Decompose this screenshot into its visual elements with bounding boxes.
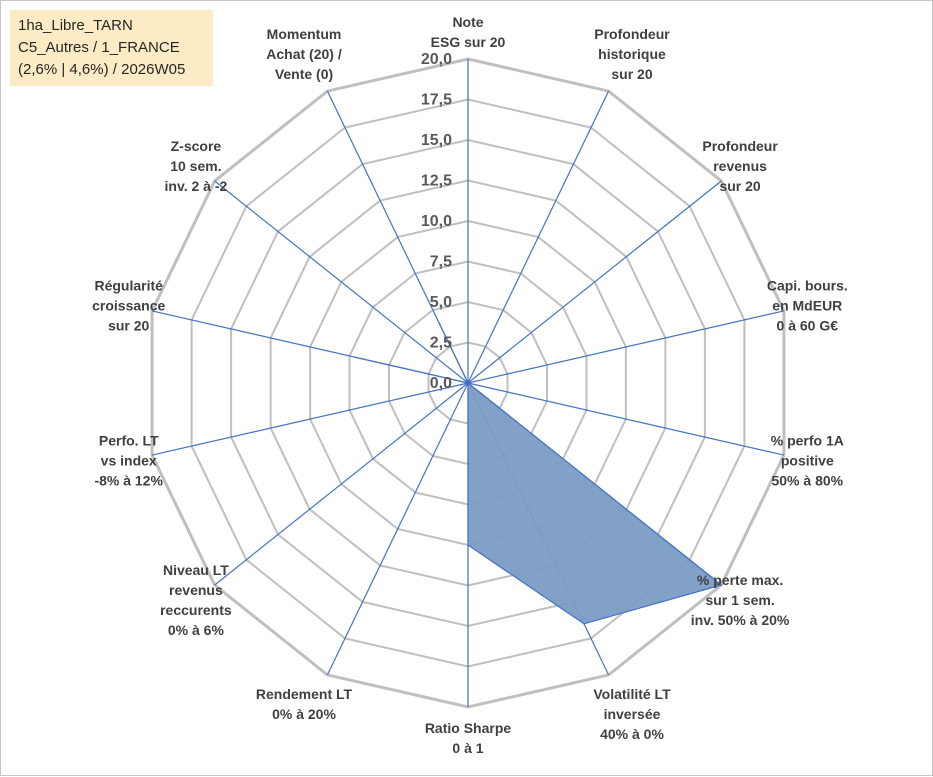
axis-label-0: Note ESG sur 20 — [431, 14, 506, 50]
tick-label-7: 17,5 — [421, 92, 452, 109]
spoke-4 — [467, 382, 785, 456]
axis-label-1: Profondeur historique sur 20 — [594, 26, 670, 82]
tick-label-3: 7,5 — [430, 254, 452, 271]
spoke-1 — [467, 90, 610, 384]
tick-label-1: 2,5 — [430, 335, 452, 352]
spoke-2 — [467, 180, 722, 384]
series-point-6 — [583, 623, 585, 625]
spoke-12 — [214, 180, 469, 384]
axis-label-8: Rendement LT 0% à 20% — [256, 686, 353, 722]
series-point-7 — [467, 544, 469, 546]
axis-label-6: Volatilité LT inversée 40% à 0% — [593, 686, 671, 742]
series-point-13 — [439, 323, 441, 326]
tick-label-4: 10,0 — [421, 213, 452, 230]
title-line-2: C5_Autres / 1_FRANCE — [18, 39, 180, 56]
axis-label-10: Perfo. LT vs index -8% à 12% — [94, 432, 163, 488]
title-line-1: 1ha_Libre_TARN — [18, 17, 133, 34]
tick-label-6: 15,0 — [421, 132, 452, 149]
spoke-9 — [214, 382, 469, 586]
radar-axis-labels: Note ESG sur 20 Profondeur historique sur 20… — [92, 14, 848, 756]
axis-label-4: % perfo 1A positive 50% à 80% — [771, 432, 844, 488]
spoke-10 — [151, 382, 469, 456]
series-point-12 — [467, 382, 469, 384]
axis-label-5: % perte max. sur 1 sem. inv. 50% à 20% — [691, 572, 790, 628]
series-area — [355, 324, 722, 625]
axis-label-3: Capi. bours. en MdEUR 0 à 60 G€ — [767, 278, 848, 334]
axis-label-7: Ratio Sharpe 0 à 1 — [425, 720, 512, 756]
axis-label-2: Profondeur revenus sur 20 — [702, 138, 778, 194]
series-point-11 — [355, 356, 357, 359]
axis-label-11: Régularité croissance sur 20 — [92, 278, 165, 334]
axis-label-12: Z-score 10 sem. inv. 2 à -2 — [165, 138, 228, 194]
series-point-5 — [720, 584, 723, 586]
tick-label-5: 12,5 — [421, 173, 452, 190]
tick-label-0: 0,0 — [430, 375, 452, 392]
spoke-8 — [326, 382, 469, 676]
axis-label-9: Niveau LT revenus reccurents 0% à 6% — [160, 562, 232, 638]
radar-tick-labels: 0,0 2,5 5,0 7,5 10,0 12,5 15,0 17,5 20,0 — [421, 51, 452, 392]
axis-label-13: Momentum Achat (20) / Vente (0) — [266, 26, 342, 82]
tick-label-8: 20,0 — [421, 51, 452, 68]
radar-series — [355, 323, 723, 625]
spoke-3 — [467, 310, 785, 384]
title-box: 1ha_Libre_TARN C5_Autres / 1_FRANCE (2,6… — [10, 10, 213, 86]
title-line-3: (2,6% | 4,6%) / 2026W05 — [18, 61, 186, 78]
tick-label-2: 5,0 — [430, 294, 452, 311]
